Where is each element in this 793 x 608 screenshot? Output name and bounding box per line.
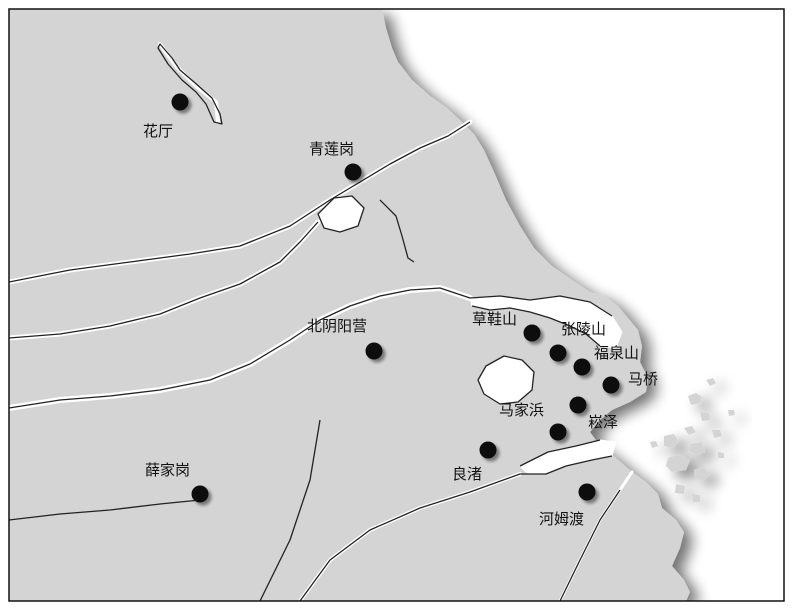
site-majiabang: 马家浜	[499, 396, 587, 419]
site-hemudu: 河姆渡	[539, 483, 596, 528]
site-label: 河姆渡	[539, 510, 584, 528]
site-marker	[523, 324, 541, 342]
site-label: 北阴阳营	[307, 317, 367, 335]
site-label: 草鞋山	[472, 310, 517, 328]
site-marker	[344, 163, 362, 181]
site-marker	[191, 485, 209, 503]
site-qingliangang: 青莲岗	[309, 140, 362, 181]
islands	[650, 378, 735, 502]
site-fuquanshan: 福泉山	[573, 344, 639, 376]
site-marker	[578, 483, 596, 501]
site-label: 崧泽	[588, 413, 618, 431]
site-huating: 花厅	[143, 93, 189, 140]
site-marker	[479, 441, 497, 459]
site-marker	[549, 344, 567, 362]
site-label: 马桥	[628, 370, 658, 388]
site-songze: 崧泽	[549, 413, 618, 441]
site-label: 青莲岗	[309, 140, 354, 158]
site-caoxieshan: 草鞋山	[472, 310, 541, 342]
site-label: 花厅	[143, 122, 173, 140]
site-maqiao: 马桥	[602, 370, 658, 394]
site-label: 良渚	[452, 465, 482, 483]
site-beiyinyangying: 北阴阳营	[307, 317, 383, 360]
site-xuejiagang: 薛家岗	[145, 461, 209, 503]
site-label: 福泉山	[594, 344, 639, 362]
site-marker	[365, 342, 383, 360]
site-marker	[573, 358, 591, 376]
site-zhanglingshan: 张陵山	[549, 320, 606, 362]
site-label: 张陵山	[561, 320, 606, 338]
site-marker	[549, 423, 567, 441]
site-marker	[569, 396, 587, 414]
site-marker	[602, 376, 620, 394]
site-liangzhu: 良渚	[452, 441, 497, 483]
site-label: 马家浜	[499, 401, 544, 419]
map-borders	[9, 43, 621, 601]
site-label: 薛家岗	[145, 461, 190, 479]
site-marker	[171, 93, 189, 111]
map-frame	[8, 8, 785, 602]
